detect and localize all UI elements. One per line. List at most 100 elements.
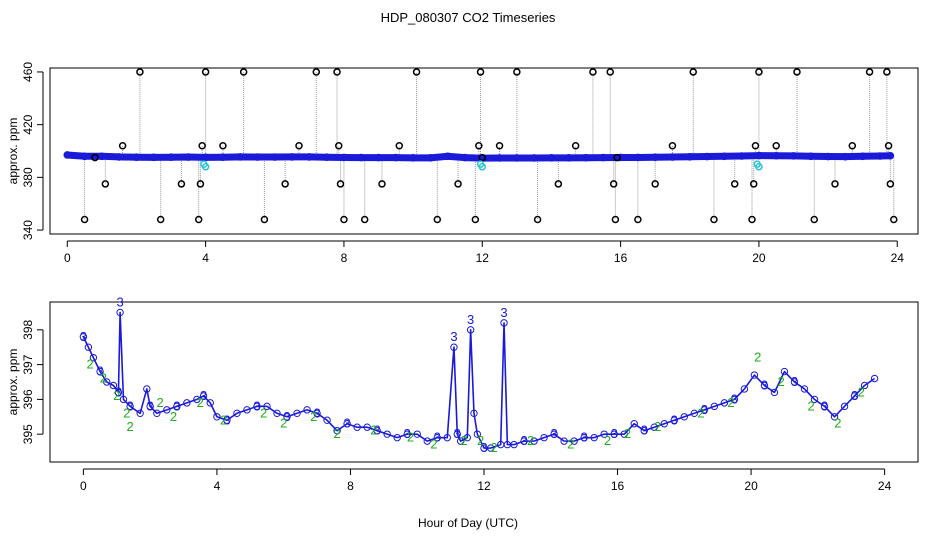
y-tick-label: 340 <box>21 220 35 240</box>
baseline-point <box>426 154 435 162</box>
baseline-point <box>685 152 694 161</box>
level-3-point <box>620 430 628 438</box>
baseline-point <box>357 153 366 162</box>
raw-point <box>295 141 303 150</box>
raw-point <box>884 141 893 150</box>
level-3-point <box>750 371 759 379</box>
level-2-glyph: 2 <box>604 433 611 448</box>
level-3-point <box>79 333 88 341</box>
level-3-point <box>560 437 568 445</box>
calibration-point <box>755 163 763 171</box>
baseline-point <box>305 153 314 161</box>
level-3-point <box>800 385 809 393</box>
level-3-point <box>136 409 144 418</box>
baseline-point <box>789 152 798 160</box>
x-tick-label: 16 <box>614 251 628 265</box>
raw-point <box>136 68 144 76</box>
top-axes: 0 4 8 12 16 20 24 340 380 420 460 <box>21 62 904 265</box>
x-axis-label: Hour of Day (UTC) <box>418 516 518 530</box>
raw-point <box>668 141 677 150</box>
level-3-point <box>119 395 128 404</box>
level-3-point <box>670 416 678 424</box>
level-2-glyph: 2 <box>280 416 287 431</box>
raw-point <box>476 68 485 76</box>
level-3-point <box>760 381 769 390</box>
raw-point <box>281 180 289 188</box>
raw-point <box>395 141 404 150</box>
raw-point <box>378 180 386 188</box>
raw-point <box>533 215 542 224</box>
raw-point <box>101 180 110 188</box>
raw-point <box>749 180 758 188</box>
raw-point <box>80 215 89 224</box>
level-2-glyph: 2 <box>157 395 164 410</box>
level-3-point <box>243 406 251 414</box>
level-3-point <box>313 409 321 418</box>
level-3-point <box>510 440 518 449</box>
level-3-point <box>610 430 618 438</box>
baseline-point <box>513 154 521 162</box>
level-3-point <box>103 378 111 386</box>
level-3-point <box>450 343 458 351</box>
y-tick-label: 395 <box>21 424 35 444</box>
baseline-point <box>132 153 141 161</box>
level-3-point <box>383 430 391 438</box>
level-3-glyph: 3 <box>480 440 487 455</box>
baseline-point <box>737 152 746 160</box>
level-3-point <box>183 399 191 407</box>
raw-point <box>710 215 718 224</box>
level-3-glyph: 3 <box>253 398 260 413</box>
baseline-point <box>80 152 89 161</box>
level-2-glyph: 2 <box>490 440 497 455</box>
raw-point <box>471 215 480 224</box>
x-tick-label: 12 <box>477 479 491 493</box>
level-3-point <box>730 395 739 404</box>
level-3-point <box>550 430 558 438</box>
raw-point <box>196 180 205 188</box>
raw-point <box>475 141 483 150</box>
level-3-glyph: 3 <box>80 329 87 344</box>
level-3-glyph: 3 <box>641 423 648 438</box>
level-2-glyph: 2 <box>260 405 267 420</box>
level-3-point <box>650 423 658 431</box>
level-3-glyph: 3 <box>761 377 768 392</box>
baseline-point <box>288 153 296 161</box>
level-3-point <box>473 430 482 438</box>
level-2-glyph: 2 <box>778 374 785 389</box>
level-3-glyph: 3 <box>791 374 798 389</box>
raw-point <box>478 153 487 162</box>
level-3-glyph: 3 <box>851 388 858 403</box>
raw-point <box>883 68 891 76</box>
x-tick-label: 4 <box>202 251 209 265</box>
baseline-point <box>824 152 832 161</box>
level-3-point <box>640 426 648 435</box>
raw-point <box>194 215 203 224</box>
baseline-point <box>409 154 417 162</box>
level-3-point <box>820 402 829 411</box>
level-3-point <box>680 413 689 421</box>
level-3-glyph: 3 <box>127 398 134 413</box>
raw-point <box>689 68 697 76</box>
raw-point <box>412 68 421 76</box>
baseline-point <box>599 153 608 162</box>
level-3-point <box>283 413 291 421</box>
level-2-glyph: 2 <box>100 371 107 386</box>
bottom-panel: approx. ppm 0 4 8 12 16 20 24 395 396 397 398 3 3 3 3… <box>6 294 919 493</box>
level-3-point <box>580 433 588 442</box>
level-2-glyph: 2 <box>527 433 534 448</box>
baseline-point <box>651 153 659 161</box>
level-2-glyph: 2 <box>170 409 177 424</box>
level-3-point <box>263 402 271 411</box>
level-3-point <box>870 374 879 383</box>
level-3-point <box>206 399 214 407</box>
baseline-point <box>720 152 729 161</box>
raw-point <box>335 141 343 150</box>
level-3-point <box>323 416 331 424</box>
level-3-point <box>163 406 171 414</box>
level-3-glyph: 3 <box>520 433 527 448</box>
baseline-point <box>443 152 452 161</box>
level-3-point <box>700 406 709 414</box>
x-tick-label: 8 <box>341 251 348 265</box>
baseline-point <box>167 153 175 161</box>
